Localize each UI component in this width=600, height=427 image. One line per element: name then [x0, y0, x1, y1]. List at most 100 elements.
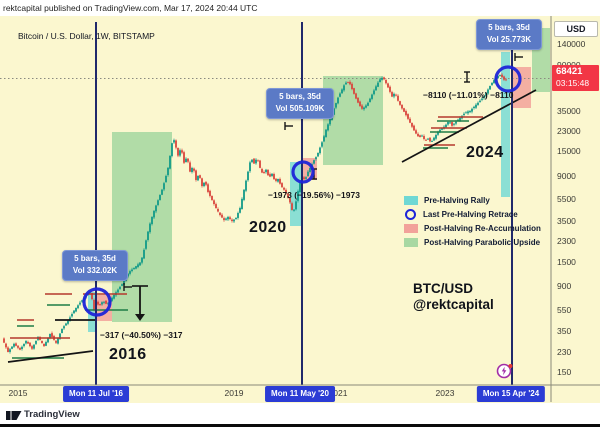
- candle-body: [277, 178, 279, 182]
- candle-body: [9, 349, 11, 352]
- candle-body: [393, 93, 395, 97]
- candle-body: [477, 102, 479, 105]
- candle-body: [429, 137, 431, 142]
- candle-body: [221, 214, 223, 218]
- candle-body: [169, 155, 171, 169]
- candle-body: [223, 218, 225, 221]
- candle-body: [383, 77, 385, 80]
- currency-axis-label[interactable]: USD: [554, 21, 598, 37]
- y-axis-tick-2300: 2300: [557, 236, 576, 247]
- candle-body: [43, 343, 45, 347]
- candle-body: [281, 183, 283, 188]
- chart-legend: Pre-Halving Rally Last Pre-Halving Retrac…: [404, 194, 541, 250]
- legend-circle-swatch: [405, 208, 416, 220]
- candle-body: [253, 158, 255, 164]
- candle-body: [59, 333, 61, 340]
- candle-body: [35, 340, 37, 344]
- candle-body: [5, 343, 7, 348]
- x-axis-tick-2015: 2015: [8, 388, 28, 398]
- candle-body: [341, 89, 343, 94]
- candle-body: [117, 289, 119, 293]
- candle-body: [293, 209, 295, 211]
- candle-body: [7, 347, 9, 352]
- candle-body: [219, 212, 221, 215]
- retrace-circle-2024: [494, 65, 522, 93]
- candle-body: [243, 189, 245, 200]
- candle-body: [451, 122, 453, 126]
- legend-label: Post-Halving Parabolic Upside: [424, 237, 541, 247]
- legend-square-swatch: [404, 223, 418, 233]
- candle-body: [251, 159, 253, 163]
- candle-body: [73, 310, 75, 314]
- candle-body: [369, 98, 371, 103]
- candle-body: [131, 269, 133, 272]
- candle-body: [79, 302, 81, 305]
- candle-body: [271, 173, 273, 176]
- retrace-circle-2016: [82, 287, 112, 317]
- candle-body: [415, 130, 417, 134]
- candle-body: [33, 344, 35, 349]
- bar-countdown: 03:15:48: [556, 78, 590, 88]
- candle-body: [229, 217, 231, 220]
- candle-body: [273, 174, 275, 180]
- candle-body: [65, 323, 67, 326]
- candle-body: [23, 343, 25, 347]
- candle-body: [321, 142, 323, 147]
- candle-body: [471, 108, 473, 112]
- candle-body: [459, 117, 461, 121]
- author-watermark: BTC/USD @rektcapital: [413, 281, 494, 312]
- candle-body: [485, 92, 487, 97]
- candle-body: [105, 300, 107, 304]
- candle-body: [153, 210, 155, 218]
- y-axis-tick-1500: 1500: [557, 256, 576, 267]
- candle-body: [81, 300, 83, 302]
- candle-body: [155, 205, 157, 212]
- candle-body: [137, 264, 139, 268]
- candle-body: [373, 90, 375, 95]
- candle-body: [141, 257, 143, 263]
- candle-body: [203, 182, 205, 187]
- candle-body: [317, 152, 319, 157]
- candle-body: [401, 105, 403, 109]
- candle-body: [467, 111, 469, 114]
- footer-bar: TradingView: [0, 403, 600, 427]
- candle-body: [173, 140, 175, 143]
- candle-body: [345, 82, 347, 85]
- watermark-symbol: BTC/USD: [413, 281, 473, 296]
- watermark-handle: @rektcapital: [413, 296, 494, 312]
- candle-body: [119, 286, 121, 290]
- legend-square-swatch: [404, 237, 418, 247]
- candle-body: [183, 152, 185, 163]
- candle-body: [159, 194, 161, 200]
- candle-body: [19, 347, 21, 350]
- candle-body: [375, 86, 377, 91]
- candle-body: [235, 217, 237, 220]
- candle-body: [483, 95, 485, 99]
- candle-body: [121, 284, 123, 286]
- candle-body: [497, 75, 499, 79]
- region-prehalving-2020: [290, 162, 301, 226]
- candle-body: [241, 198, 243, 209]
- candle-body: [447, 122, 449, 125]
- last-price-value: 68421: [556, 66, 583, 77]
- candle-body: [211, 195, 213, 200]
- retrace-label-2024: −8110 (−11.01%) −8110: [423, 90, 514, 100]
- region-reaccum-2024: [513, 67, 531, 108]
- legend-item-0: Pre-Halving Rally: [404, 194, 541, 206]
- alert-lightning-icon[interactable]: [496, 362, 514, 385]
- year-label-2016: 2016: [109, 346, 147, 363]
- candle-body: [225, 218, 227, 220]
- retrace-circle-2020: [291, 160, 315, 184]
- candle-body: [147, 231, 149, 240]
- candle-body: [505, 79, 507, 81]
- candle-body: [151, 216, 153, 225]
- measure-tooltip-2016: 5 bars, 35d Vol 332.02K: [62, 250, 128, 281]
- candle-body: [349, 81, 351, 85]
- halving-date-badge-2020: Mon 11 May '20: [265, 386, 335, 402]
- year-label-2020: 2020: [249, 219, 287, 236]
- candle-body: [347, 82, 349, 84]
- tradingview-brand-link[interactable]: TradingView: [24, 409, 80, 420]
- region-prehalving-2024: [501, 52, 510, 197]
- candle-body: [199, 175, 201, 178]
